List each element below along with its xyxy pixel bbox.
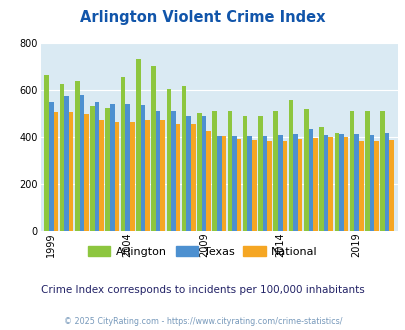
Bar bbox=[114, 122, 119, 231]
Bar bbox=[99, 120, 104, 231]
Bar bbox=[84, 114, 88, 231]
Bar bbox=[130, 122, 134, 231]
Bar bbox=[125, 104, 130, 231]
Bar bbox=[369, 135, 373, 231]
Text: © 2025 CityRating.com - https://www.cityrating.com/crime-statistics/: © 2025 CityRating.com - https://www.city… bbox=[64, 317, 341, 326]
Bar bbox=[201, 116, 206, 231]
Bar bbox=[171, 111, 175, 231]
Bar bbox=[44, 75, 49, 231]
Bar bbox=[323, 135, 328, 231]
Bar bbox=[175, 124, 180, 231]
Bar bbox=[308, 129, 312, 231]
Legend: Arlington, Texas, National: Arlington, Texas, National bbox=[83, 242, 322, 261]
Bar bbox=[312, 138, 317, 231]
Bar bbox=[140, 105, 145, 231]
Bar bbox=[266, 141, 271, 231]
Bar bbox=[206, 131, 210, 231]
Bar bbox=[303, 109, 308, 231]
Bar bbox=[292, 134, 297, 231]
Bar bbox=[236, 139, 241, 231]
Bar bbox=[282, 141, 286, 231]
Bar bbox=[221, 136, 226, 231]
Text: Crime Index corresponds to incidents per 100,000 inhabitants: Crime Index corresponds to incidents per… bbox=[41, 285, 364, 295]
Bar bbox=[349, 111, 354, 231]
Bar bbox=[247, 137, 252, 231]
Bar bbox=[95, 102, 99, 231]
Bar bbox=[181, 86, 186, 231]
Bar bbox=[160, 120, 164, 231]
Bar bbox=[120, 77, 125, 231]
Text: Arlington Violent Crime Index: Arlington Violent Crime Index bbox=[80, 10, 325, 25]
Bar bbox=[49, 102, 53, 231]
Bar bbox=[53, 112, 58, 231]
Bar bbox=[64, 96, 69, 231]
Bar bbox=[373, 141, 378, 231]
Bar bbox=[196, 114, 201, 231]
Bar bbox=[297, 139, 302, 231]
Bar bbox=[334, 133, 338, 231]
Bar bbox=[258, 116, 262, 231]
Bar bbox=[388, 141, 393, 231]
Bar bbox=[151, 66, 156, 231]
Bar bbox=[156, 111, 160, 231]
Bar bbox=[90, 106, 95, 231]
Bar bbox=[216, 136, 221, 231]
Bar bbox=[262, 136, 266, 231]
Bar bbox=[358, 141, 362, 231]
Bar bbox=[338, 134, 343, 231]
Bar bbox=[166, 89, 171, 231]
Bar bbox=[69, 112, 73, 231]
Bar bbox=[145, 120, 149, 231]
Bar bbox=[364, 111, 369, 231]
Bar bbox=[242, 116, 247, 231]
Bar bbox=[60, 84, 64, 231]
Bar bbox=[252, 140, 256, 231]
Bar bbox=[277, 135, 282, 231]
Bar bbox=[288, 100, 292, 231]
Bar bbox=[186, 116, 190, 231]
Bar bbox=[105, 108, 110, 231]
Bar bbox=[273, 111, 277, 231]
Bar bbox=[343, 137, 347, 231]
Bar bbox=[232, 136, 236, 231]
Bar bbox=[79, 95, 84, 231]
Bar bbox=[328, 137, 332, 231]
Bar bbox=[318, 127, 323, 231]
Bar bbox=[379, 111, 384, 231]
Bar bbox=[227, 111, 232, 231]
Bar bbox=[354, 134, 358, 231]
Bar bbox=[110, 104, 114, 231]
Bar bbox=[136, 59, 140, 231]
Bar bbox=[212, 111, 216, 231]
Bar bbox=[75, 81, 79, 231]
Bar bbox=[190, 124, 195, 231]
Bar bbox=[384, 133, 388, 231]
